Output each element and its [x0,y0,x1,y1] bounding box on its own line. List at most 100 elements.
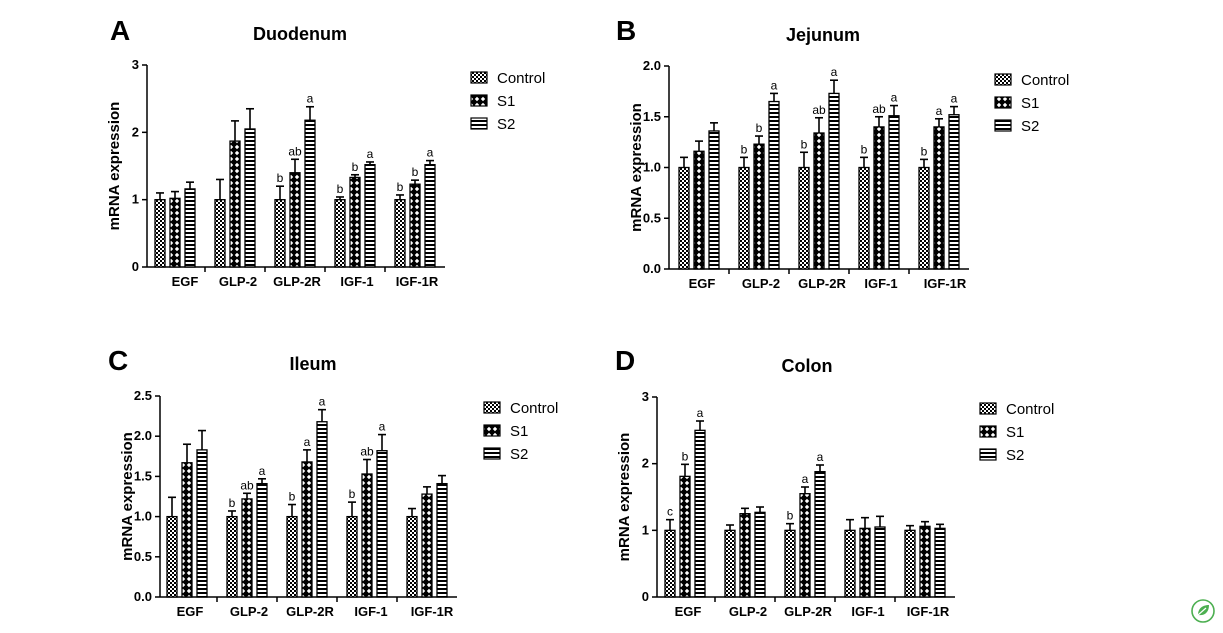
panel-title: Duodenum [253,24,347,44]
legend: Control S1 S2 [483,400,558,463]
significance-label: b [861,142,868,156]
bar-control [214,199,226,268]
category-label: IGF-1R [907,604,950,619]
significance-label: b [921,144,928,158]
y-axis-label: mRNA expression [106,102,123,231]
category-label: IGF-1 [340,274,373,289]
y-tick-label: 0.5 [643,210,661,225]
bar-control [724,529,736,598]
category-label: GLP-2R [798,276,846,291]
legend-label: S1 [497,93,515,110]
significance-label: b [756,121,763,135]
bar-control [274,199,286,268]
bar-control [394,199,406,268]
legend-swatch [470,117,488,130]
bar-control [678,166,690,270]
bar-control [858,166,870,270]
significance-label: b [682,449,689,463]
y-tick-label: 1 [132,192,139,207]
significance-label: b [787,509,794,523]
y-tick-label: 2 [642,456,649,471]
bar-control [286,515,298,598]
bar-s2 [244,128,256,268]
category-label: IGF-1 [864,276,897,291]
significance-label: b [741,142,748,156]
significance-label: ab [360,445,374,459]
bar-control [166,515,178,598]
bar-s1 [349,176,361,268]
panel-title: Colon [782,356,833,376]
legend-swatch [483,424,501,437]
bar-s2 [694,429,706,598]
bar-s1 [859,527,871,598]
significance-label: a [936,104,943,118]
legend-label: S2 [510,446,528,463]
bar-s1 [739,513,751,598]
bar-s1 [919,525,931,598]
legend-label: S1 [1021,95,1039,112]
y-tick-label: 3 [642,389,649,404]
category-label: IGF-1 [851,604,884,619]
category-label: GLP-2 [742,276,780,291]
category-label: IGF-1R [411,604,454,619]
bar-s1 [169,197,181,268]
significance-label: a [427,146,434,160]
bar-s2 [196,449,208,598]
significance-label: b [412,165,419,179]
legend: Control S1 S2 [994,72,1069,135]
legend: Control S1 S2 [979,401,1054,464]
y-tick-label: 2.5 [134,388,152,403]
y-tick-label: 1 [642,522,649,537]
bar-s1 [409,183,421,268]
y-tick-label: 0.0 [643,261,661,276]
legend-label: S1 [510,423,528,440]
significance-label: a [307,92,314,106]
bar-s2 [948,114,960,270]
significance-label: a [817,450,824,464]
panel-letter: C [108,345,128,376]
bar-s2 [436,482,448,598]
y-tick-label: 1.0 [643,160,661,175]
legend-swatch [994,73,1012,86]
category-label: GLP-2 [219,274,257,289]
significance-label: a [304,435,311,449]
y-tick-label: 2.0 [134,428,152,443]
legend: Control S1 S2 [470,70,545,133]
legend-swatch [994,119,1012,132]
bar-s2 [768,100,780,270]
category-label: EGF [177,604,204,619]
bar-s1 [933,126,945,270]
bar-control [406,515,418,598]
category-label: EGF [675,604,702,619]
bar-s2 [376,450,388,598]
legend-swatch [979,402,997,415]
y-tick-label: 0 [132,259,139,274]
bar-control [664,529,676,598]
legend-swatch [979,448,997,461]
y-tick-label: 0.0 [134,589,152,604]
bar-control [918,166,930,270]
bar-s2 [874,526,886,598]
panel-a: A Duodenum mRNA expression 0 1 2 3 EGF GLP-2 GLP-… [106,15,545,289]
legend-label: S2 [497,116,515,133]
bar-s2 [828,92,840,270]
leaf-badge-icon [1191,599,1215,623]
legend-label: S1 [1006,424,1024,441]
panel-d: D Colon mRNA expression 0 1 2 3 EGF GLP-2 GLP-2R I… [615,345,1054,619]
bar-control [904,529,916,598]
significance-label: c [667,505,673,519]
bar-s1 [799,493,811,598]
significance-label: b [229,496,236,510]
legend-label: Control [1021,72,1069,89]
bar-s2 [364,164,376,268]
category-label: IGF-1 [354,604,387,619]
category-label: GLP-2R [273,274,321,289]
significance-label: a [319,395,326,409]
bar-s1 [693,150,705,270]
bar-control [784,529,796,598]
bar-s2 [814,471,826,598]
significance-label: b [277,171,284,185]
significance-label: a [951,92,958,106]
significance-label: a [259,464,266,478]
significance-label: a [802,472,809,486]
